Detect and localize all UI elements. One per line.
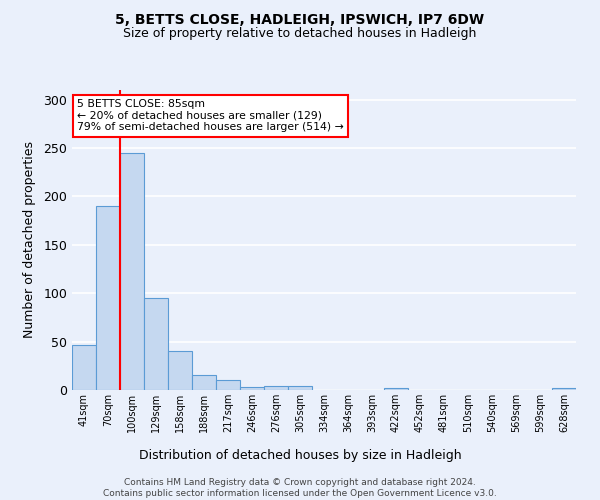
Bar xyxy=(552,388,576,390)
Text: Contains HM Land Registry data © Crown copyright and database right 2024.
Contai: Contains HM Land Registry data © Crown c… xyxy=(103,478,497,498)
Bar xyxy=(144,298,168,390)
Bar xyxy=(288,386,312,390)
Bar xyxy=(72,344,96,390)
Text: 5 BETTS CLOSE: 85sqm
← 20% of detached houses are smaller (129)
79% of semi-deta: 5 BETTS CLOSE: 85sqm ← 20% of detached h… xyxy=(77,99,344,132)
Bar xyxy=(240,387,264,390)
Bar xyxy=(384,388,408,390)
Bar xyxy=(192,376,216,390)
Text: Distribution of detached houses by size in Hadleigh: Distribution of detached houses by size … xyxy=(139,448,461,462)
Bar xyxy=(264,386,288,390)
Bar xyxy=(216,380,240,390)
Y-axis label: Number of detached properties: Number of detached properties xyxy=(23,142,37,338)
Text: 5, BETTS CLOSE, HADLEIGH, IPSWICH, IP7 6DW: 5, BETTS CLOSE, HADLEIGH, IPSWICH, IP7 6… xyxy=(115,12,485,26)
Bar xyxy=(168,352,192,390)
Bar xyxy=(96,206,120,390)
Text: Size of property relative to detached houses in Hadleigh: Size of property relative to detached ho… xyxy=(124,28,476,40)
Bar xyxy=(120,153,144,390)
